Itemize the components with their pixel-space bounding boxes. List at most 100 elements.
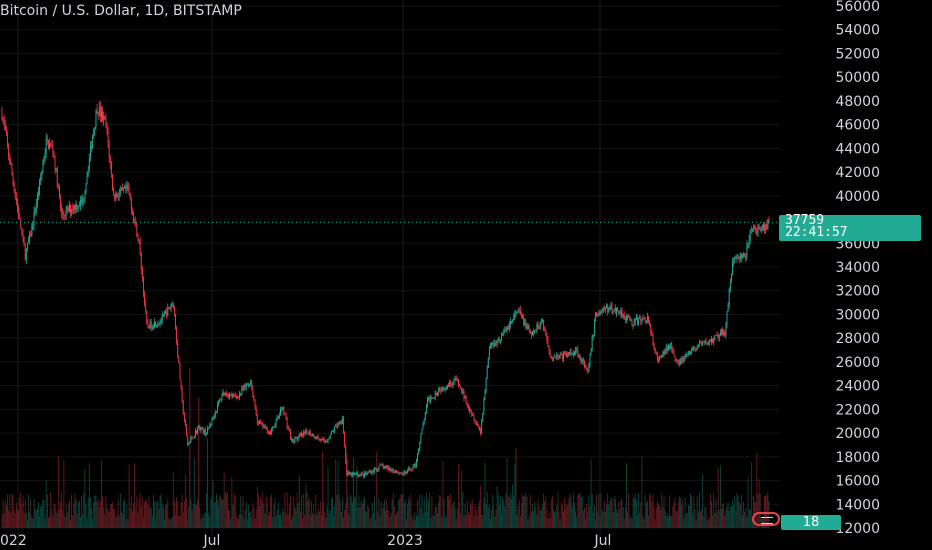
volume-bar	[190, 499, 192, 528]
candle-body	[759, 227, 761, 232]
volume-bar	[340, 511, 342, 528]
volume-bar	[120, 511, 122, 528]
volume-indicator-icon[interactable]	[752, 512, 780, 526]
candle-body	[221, 396, 223, 400]
candle-body	[107, 131, 109, 145]
volume-bar	[251, 516, 253, 528]
candle-body	[13, 182, 15, 192]
volume-bar	[428, 499, 430, 528]
volume-bar	[592, 512, 594, 528]
candle-body	[53, 151, 55, 157]
candle-body	[203, 429, 205, 433]
candle-body	[19, 217, 21, 219]
candle-body	[590, 351, 592, 354]
candle-body	[322, 439, 323, 440]
candle-body	[488, 348, 490, 358]
candle-body	[508, 324, 510, 330]
volume-bar	[410, 494, 412, 528]
candle-body	[76, 204, 78, 209]
candle-body	[753, 226, 754, 229]
volume-bar	[486, 492, 488, 528]
volume-bar	[694, 509, 696, 528]
candle-body	[703, 341, 705, 343]
candle-body	[269, 431, 270, 434]
candle-body	[314, 437, 316, 439]
volume-bar	[34, 508, 36, 528]
volume-bar	[680, 497, 681, 528]
volume-bar	[578, 493, 580, 528]
volume-bar	[543, 493, 544, 528]
volume-bar	[109, 504, 111, 528]
volume-bar	[214, 501, 216, 528]
candle-body	[229, 394, 231, 398]
volume-bar	[647, 500, 648, 528]
candle-body	[128, 188, 130, 194]
volume-bar	[479, 500, 480, 528]
volume-bar	[387, 509, 389, 528]
volume-bar	[700, 511, 701, 528]
volume-bar	[679, 496, 680, 528]
candle-body	[270, 431, 272, 434]
volume-bar	[691, 495, 693, 528]
candle-body	[72, 208, 74, 211]
volume-bar	[446, 495, 448, 528]
candle-body	[639, 316, 641, 319]
candle-body	[621, 309, 623, 317]
volume-bar	[544, 501, 546, 528]
volume-bar	[690, 493, 691, 528]
volume-bar	[624, 506, 626, 528]
volume-bar	[490, 518, 491, 528]
candle-body	[349, 472, 351, 475]
candle-body	[40, 177, 42, 180]
candle-body	[138, 240, 140, 242]
volume-bar	[18, 510, 19, 528]
volume-bar	[586, 503, 588, 528]
volume-bar	[1, 514, 3, 528]
candle-body	[732, 261, 733, 274]
volume-bar	[27, 519, 28, 528]
candle-body	[756, 231, 758, 235]
volume-bar	[602, 512, 604, 528]
candle-body	[548, 346, 550, 353]
volume-bar	[71, 494, 73, 528]
volume-bar	[708, 519, 710, 528]
candle-body	[431, 397, 433, 399]
volume-bar	[114, 509, 116, 528]
volume-bar	[3, 513, 5, 528]
volume-bar	[382, 504, 384, 528]
volume-bar	[324, 511, 326, 528]
candle-body	[178, 355, 180, 363]
volume-bar	[228, 509, 229, 528]
candle-body	[24, 245, 26, 260]
volume-bar	[167, 498, 169, 528]
candle-body	[43, 158, 45, 164]
volume-bar	[55, 511, 57, 528]
candle-body	[272, 426, 274, 429]
candle-body	[207, 427, 209, 434]
volume-bar	[92, 518, 94, 528]
candle-body	[366, 473, 368, 475]
candle-body	[554, 356, 556, 358]
volume-bar	[106, 507, 108, 528]
volume-bar	[683, 518, 685, 528]
candle-body	[282, 407, 284, 411]
volume-bar	[685, 513, 687, 528]
volume-bar	[90, 497, 91, 528]
candle-body	[681, 358, 683, 362]
volume-bar	[474, 505, 476, 528]
volume-bar	[618, 501, 620, 528]
volume-bar	[488, 504, 490, 528]
volume-bar	[632, 498, 634, 528]
volume-bar	[72, 515, 74, 528]
candle-body	[638, 318, 640, 325]
candle-body	[575, 349, 577, 352]
candle-body	[464, 396, 466, 399]
volume-bar	[170, 518, 172, 528]
candle-body	[506, 326, 508, 330]
volume-bar	[345, 503, 347, 528]
volume-bar	[492, 495, 494, 528]
volume-bar	[418, 515, 420, 528]
candle-body	[557, 354, 559, 357]
candle-body	[685, 353, 687, 355]
